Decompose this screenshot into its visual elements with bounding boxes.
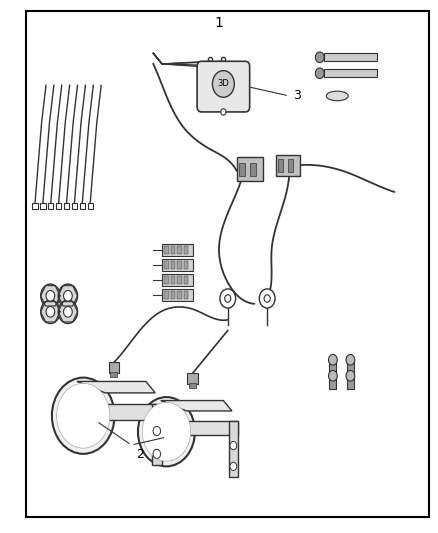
Circle shape xyxy=(52,377,115,454)
Bar xyxy=(184,276,188,284)
Bar xyxy=(110,372,117,377)
Bar xyxy=(347,360,354,373)
Bar xyxy=(278,159,283,172)
Circle shape xyxy=(225,295,231,302)
Bar xyxy=(162,259,193,271)
Bar xyxy=(80,203,85,209)
Bar xyxy=(32,203,38,209)
Circle shape xyxy=(328,370,337,381)
Bar xyxy=(162,289,193,301)
Circle shape xyxy=(328,354,337,365)
Text: 3D: 3D xyxy=(217,79,230,88)
Circle shape xyxy=(57,383,110,448)
Circle shape xyxy=(153,449,161,458)
Bar xyxy=(164,246,169,254)
Circle shape xyxy=(264,295,270,302)
Bar xyxy=(329,376,336,389)
Bar xyxy=(164,276,169,284)
Circle shape xyxy=(346,354,355,365)
Ellipse shape xyxy=(326,91,348,101)
Circle shape xyxy=(46,290,55,301)
Bar xyxy=(184,261,188,269)
Bar xyxy=(162,244,193,256)
Circle shape xyxy=(315,68,324,78)
Bar xyxy=(250,163,256,176)
Bar xyxy=(64,203,69,209)
Circle shape xyxy=(142,402,191,461)
Bar xyxy=(177,276,182,284)
Circle shape xyxy=(220,289,236,308)
Polygon shape xyxy=(229,421,237,477)
Circle shape xyxy=(64,290,72,301)
Bar xyxy=(324,53,377,61)
Circle shape xyxy=(41,284,60,308)
Polygon shape xyxy=(187,421,237,435)
Bar xyxy=(56,203,61,209)
Circle shape xyxy=(221,109,226,115)
Bar xyxy=(88,203,93,209)
Circle shape xyxy=(58,284,78,308)
Polygon shape xyxy=(77,382,155,393)
Bar xyxy=(187,373,198,384)
Bar xyxy=(189,383,196,388)
Polygon shape xyxy=(152,405,162,465)
Circle shape xyxy=(346,370,355,381)
Bar xyxy=(324,69,377,77)
Circle shape xyxy=(259,289,275,308)
Bar xyxy=(72,203,77,209)
Bar xyxy=(177,261,182,269)
Bar xyxy=(164,261,169,269)
Circle shape xyxy=(64,306,72,317)
FancyBboxPatch shape xyxy=(197,61,250,112)
Bar xyxy=(288,159,293,172)
Polygon shape xyxy=(161,401,232,411)
Circle shape xyxy=(41,300,60,324)
Bar xyxy=(162,274,193,286)
Bar xyxy=(276,155,300,176)
Polygon shape xyxy=(105,405,162,419)
Bar xyxy=(171,246,175,254)
Circle shape xyxy=(212,70,234,98)
Bar xyxy=(237,157,263,181)
Circle shape xyxy=(138,397,195,466)
Circle shape xyxy=(230,462,237,471)
Bar xyxy=(239,163,245,176)
Bar xyxy=(177,291,182,299)
Text: 3: 3 xyxy=(293,90,301,102)
Circle shape xyxy=(230,441,237,450)
Bar xyxy=(171,276,175,284)
Circle shape xyxy=(153,426,161,435)
Bar xyxy=(171,261,175,269)
Bar xyxy=(184,291,188,299)
Bar xyxy=(48,203,53,209)
Text: 2: 2 xyxy=(136,448,144,461)
Bar xyxy=(40,203,46,209)
Bar xyxy=(109,362,119,373)
Bar xyxy=(177,246,182,254)
Bar xyxy=(329,360,336,373)
Circle shape xyxy=(58,300,78,324)
Bar xyxy=(164,291,169,299)
Circle shape xyxy=(315,52,324,63)
Bar xyxy=(347,376,354,389)
Circle shape xyxy=(46,306,55,317)
Text: 1: 1 xyxy=(215,16,223,30)
Bar xyxy=(184,246,188,254)
Bar xyxy=(171,291,175,299)
